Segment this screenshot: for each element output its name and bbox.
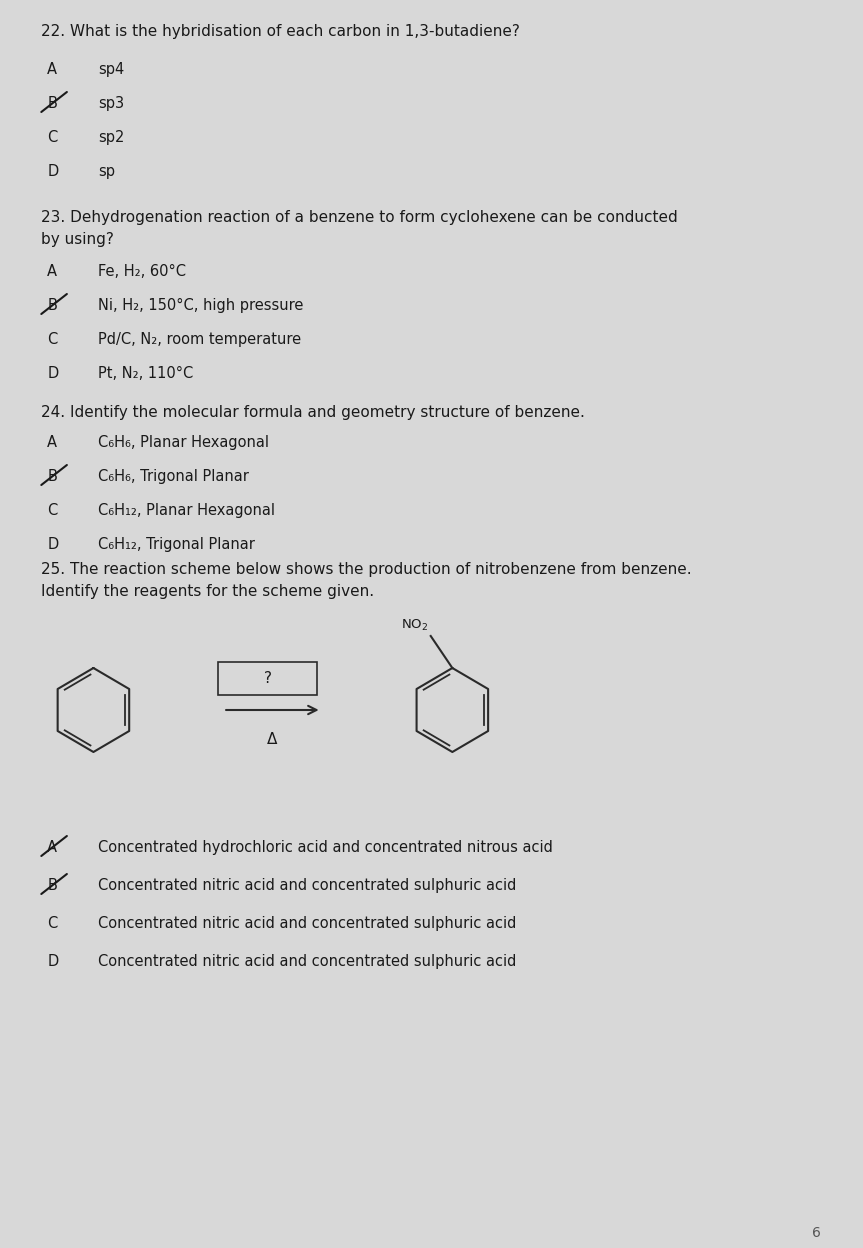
Text: sp4: sp4 bbox=[98, 62, 124, 77]
Text: NO$_2$: NO$_2$ bbox=[401, 618, 429, 633]
Text: sp: sp bbox=[98, 163, 116, 178]
Text: C: C bbox=[47, 130, 58, 145]
Text: D: D bbox=[47, 953, 59, 968]
Text: Fe, H₂, 60°C: Fe, H₂, 60°C bbox=[98, 265, 186, 280]
Text: 24. Identify the molecular formula and geometry structure of benzene.: 24. Identify the molecular formula and g… bbox=[41, 406, 585, 421]
Text: Concentrated nitric acid and concentrated sulphuric acid: Concentrated nitric acid and concentrate… bbox=[98, 879, 517, 894]
Text: Concentrated nitric acid and concentrated sulphuric acid: Concentrated nitric acid and concentrate… bbox=[98, 916, 517, 931]
Text: ?: ? bbox=[263, 671, 272, 686]
Text: 22. What is the hybridisation of each carbon in 1,3-butadiene?: 22. What is the hybridisation of each ca… bbox=[41, 24, 520, 39]
Text: Ni, H₂, 150°C, high pressure: Ni, H₂, 150°C, high pressure bbox=[98, 298, 304, 313]
Text: C: C bbox=[47, 332, 58, 347]
Text: Concentrated hydrochloric acid and concentrated nitrous acid: Concentrated hydrochloric acid and conce… bbox=[98, 840, 553, 855]
Text: B: B bbox=[47, 469, 57, 484]
Text: sp2: sp2 bbox=[98, 130, 125, 145]
Text: A: A bbox=[47, 840, 57, 855]
Text: C: C bbox=[47, 916, 58, 931]
Text: Pt, N₂, 110°C: Pt, N₂, 110°C bbox=[98, 366, 193, 381]
Text: Identify the reagents for the scheme given.: Identify the reagents for the scheme giv… bbox=[41, 584, 375, 599]
Text: 23. Dehydrogenation reaction of a benzene to form cyclohexene can be conducted: 23. Dehydrogenation reaction of a benzen… bbox=[41, 210, 678, 225]
Text: A: A bbox=[47, 265, 57, 280]
Text: B: B bbox=[47, 298, 57, 313]
Text: A: A bbox=[47, 62, 57, 77]
Text: C₆H₁₂, Trigonal Planar: C₆H₁₂, Trigonal Planar bbox=[98, 537, 255, 552]
Text: by using?: by using? bbox=[41, 232, 114, 247]
Text: D: D bbox=[47, 163, 59, 178]
Text: B: B bbox=[47, 96, 57, 111]
Text: Concentrated nitric acid and concentrated sulphuric acid: Concentrated nitric acid and concentrate… bbox=[98, 953, 517, 968]
Text: Δ: Δ bbox=[268, 733, 278, 748]
Text: sp3: sp3 bbox=[98, 96, 124, 111]
Text: B: B bbox=[47, 879, 57, 894]
Text: D: D bbox=[47, 537, 59, 552]
Text: A: A bbox=[47, 436, 57, 451]
Text: 6: 6 bbox=[812, 1226, 821, 1241]
Text: C: C bbox=[47, 503, 58, 518]
Text: 25. The reaction scheme below shows the production of nitrobenzene from benzene.: 25. The reaction scheme below shows the … bbox=[41, 562, 692, 577]
Text: C₆H₆, Trigonal Planar: C₆H₆, Trigonal Planar bbox=[98, 469, 249, 484]
Text: C₆H₁₂, Planar Hexagonal: C₆H₁₂, Planar Hexagonal bbox=[98, 503, 275, 518]
Text: Pd/C, N₂, room temperature: Pd/C, N₂, room temperature bbox=[98, 332, 301, 347]
Bar bbox=[218, 661, 317, 695]
Text: C₆H₆, Planar Hexagonal: C₆H₆, Planar Hexagonal bbox=[98, 436, 269, 451]
Text: D: D bbox=[47, 366, 59, 381]
